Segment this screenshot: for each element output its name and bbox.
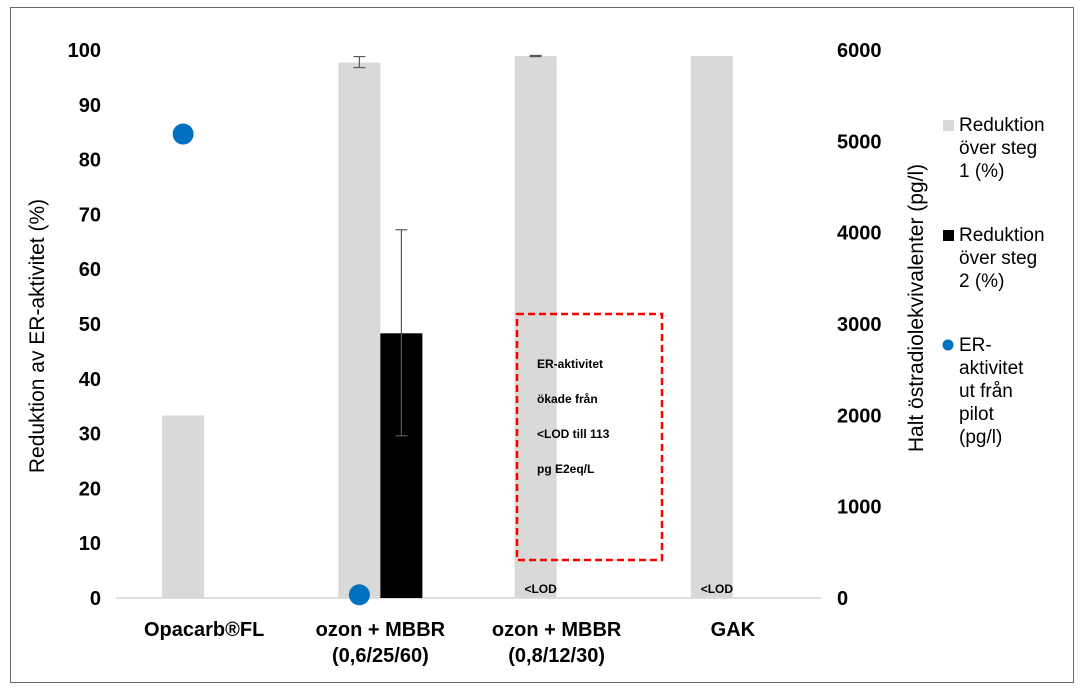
y2-tick-label: 6000: [837, 40, 882, 62]
legend-marker-circle: [942, 339, 954, 351]
annotation-line: ER-aktivitet: [537, 357, 603, 371]
chart-frame: 0 10 20 30 40 50 60 70 80 90 100 0 1000 2000 3000 4000…: [10, 7, 1074, 683]
x-tick-labels: Opacarb®FL ozon + MBBR (0,6/25/60) ozon + M…: [144, 619, 756, 667]
legend: Reduktion över steg 1 (%) Reduktion över ste…: [942, 115, 1045, 448]
x-tick-label: ozon + MBBR (0,6/25/60): [316, 619, 446, 667]
chart-svg: 0 10 20 30 40 50 60 70 80 90 100 0 1000 2000 3000 4000…: [26, 40, 1045, 667]
y2-tick-label: 5000: [837, 131, 882, 153]
legend-marker-square: [943, 230, 954, 241]
annotation-box: ER-aktivitet ökade från <LOD till 113 pg E2…: [515, 312, 664, 562]
y-tick-label: 40: [79, 369, 101, 391]
bar: [338, 62, 381, 598]
legend-label: Reduktion över steg 2 (%): [959, 225, 1045, 292]
annotation-border: [515, 312, 664, 562]
y-tick-label: 80: [79, 150, 101, 172]
legend-label: ER-aktivitet ut från pilot (pg/l): [959, 335, 1024, 448]
x-tick-label: Opacarb®FL: [144, 619, 264, 641]
y2-tick-labels: 0 1000 2000 3000 4000 5000 6000: [837, 40, 882, 610]
annotation-line: <LOD till 113: [537, 427, 610, 441]
y2-axis-title: Halt östradiolekvivalenter (pg/l): [905, 164, 928, 452]
y-tick-label: 30: [79, 424, 101, 446]
y-tick-label: 60: [79, 259, 101, 281]
y-tick-label: 0: [90, 588, 101, 610]
annotation-line: pg E2eq/L: [537, 462, 594, 476]
lod-label: <LOD: [524, 582, 557, 596]
legend-marker-square: [943, 120, 954, 131]
annotation-line: ökade från: [537, 392, 598, 406]
points-group: [172, 123, 370, 606]
error-bars-group: [353, 54, 542, 437]
bar: [162, 415, 205, 598]
y-tick-label: 90: [79, 95, 101, 117]
y-tick-label: 10: [79, 533, 101, 555]
y-tick-label: 100: [68, 40, 101, 62]
data-point: [348, 584, 370, 606]
y2-tick-label: 4000: [837, 223, 882, 245]
lod-labels: <LOD <LOD: [524, 582, 733, 596]
y2-tick-label: 2000: [837, 405, 882, 427]
y2-tick-label: 1000: [837, 497, 882, 519]
y-tick-labels: 0 10 20 30 40 50 60 70 80 90 100: [68, 40, 101, 610]
y2-tick-label: 3000: [837, 314, 882, 336]
legend-label: Reduktion över steg 1 (%): [959, 115, 1045, 182]
bars-group: [162, 56, 733, 598]
data-point: [172, 123, 194, 145]
bar: [514, 56, 557, 598]
y-tick-label: 20: [79, 478, 101, 500]
y2-tick-label: 0: [837, 588, 848, 610]
bar: [690, 56, 733, 598]
y-tick-label: 50: [79, 314, 101, 336]
y-axis-title: Reduktion av ER-aktivitet (%): [26, 199, 49, 473]
x-tick-label: ozon + MBBR (0,8/12/30): [492, 619, 622, 667]
lod-label: <LOD: [701, 582, 734, 596]
y-tick-label: 70: [79, 204, 101, 226]
x-tick-label: GAK: [711, 619, 756, 641]
